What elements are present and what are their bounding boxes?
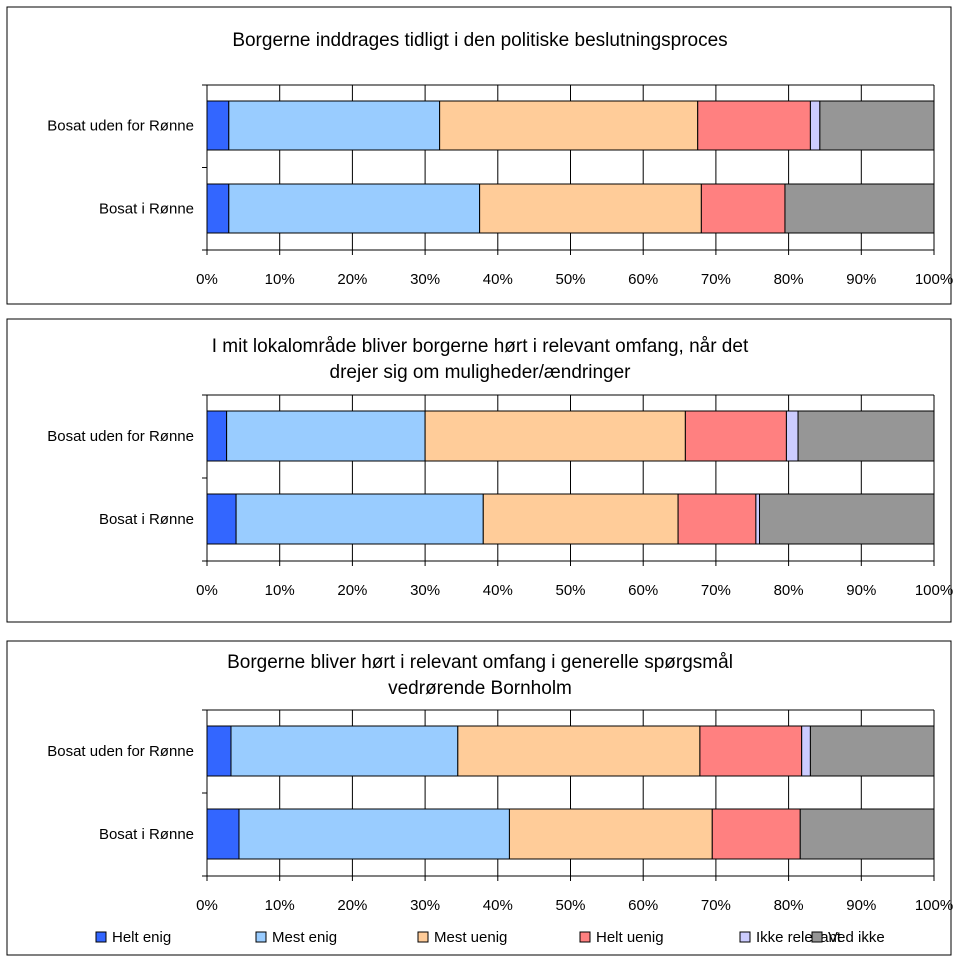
bar-segment (755, 493, 761, 545)
bar-segment (235, 493, 484, 545)
legend-label: Helt enig (112, 929, 171, 946)
x-tick-label: 70% (701, 582, 731, 599)
bar-segment (785, 410, 799, 462)
x-tick-label: 20% (337, 271, 367, 288)
x-tick-label: 10% (265, 582, 295, 599)
x-tick-label: 80% (774, 897, 804, 914)
bar-segment (784, 183, 935, 234)
bar-segment (809, 725, 935, 777)
x-tick-label: 100% (915, 271, 953, 288)
bar-segment (759, 493, 935, 545)
x-tick-label: 80% (774, 582, 804, 599)
x-tick-label: 100% (915, 582, 953, 599)
legend-swatch (811, 931, 823, 943)
legend-label: Mest uenig (434, 929, 507, 946)
bar-segment (479, 183, 702, 234)
x-tick-label: 20% (337, 897, 367, 914)
bar-segment (228, 183, 481, 234)
category-label: Bosat i Rønne (99, 511, 194, 528)
bar-segment (206, 808, 240, 860)
x-tick-label: 90% (846, 582, 876, 599)
x-tick-label: 40% (483, 582, 513, 599)
bar-segment (482, 493, 679, 545)
chart-panel-frame (6, 640, 952, 956)
legend-label: Ved ikke (828, 929, 885, 946)
bar-segment (697, 100, 811, 151)
bar-segment (809, 100, 821, 151)
x-tick-label: 90% (846, 271, 876, 288)
bar-segment (711, 808, 801, 860)
x-tick-label: 0% (196, 582, 218, 599)
x-tick-label: 50% (555, 271, 585, 288)
category-label: Bosat i Rønne (99, 201, 194, 218)
bar-segment (206, 100, 230, 151)
x-tick-label: 30% (410, 271, 440, 288)
x-tick-label: 100% (915, 897, 953, 914)
x-tick-label: 20% (337, 582, 367, 599)
bar-segment (801, 725, 811, 777)
bar-segment (797, 410, 935, 462)
legend-swatch (417, 931, 429, 943)
x-tick-label: 90% (846, 897, 876, 914)
x-tick-label: 60% (628, 897, 658, 914)
bar-segment (439, 100, 699, 151)
x-tick-label: 0% (196, 271, 218, 288)
bar-segment (206, 725, 232, 777)
x-tick-label: 40% (483, 897, 513, 914)
bar-segment (230, 725, 459, 777)
x-tick-label: 80% (774, 271, 804, 288)
x-tick-label: 30% (410, 582, 440, 599)
legend-swatch (95, 931, 107, 943)
chart-panel-frame (6, 318, 952, 623)
category-label: Bosat uden for Rønne (47, 743, 194, 760)
legend-swatch (255, 931, 267, 943)
bar-segment (677, 493, 757, 545)
x-tick-label: 10% (265, 271, 295, 288)
bar-segment (700, 183, 786, 234)
chart-title-line: Borgerne inddrages tidligt i den politis… (232, 30, 727, 51)
category-label: Bosat uden for Rønne (47, 428, 194, 445)
x-tick-label: 70% (701, 271, 731, 288)
bar-segment (819, 100, 935, 151)
chart-title-line: I mit lokalområde bliver borgerne hørt i… (212, 336, 749, 357)
chart-panel-frame (6, 6, 952, 305)
x-tick-label: 70% (701, 897, 731, 914)
chart-title-line: drejer sig om muligheder/ændringer (330, 362, 632, 383)
legend-swatch (739, 931, 751, 943)
chart-title-line: Borgerne bliver hørt i relevant omfang i… (227, 652, 733, 673)
bar-segment (684, 410, 787, 462)
category-label: Bosat uden for Rønne (47, 118, 194, 135)
x-tick-label: 0% (196, 897, 218, 914)
chart-title-line: vedrørende Bornholm (388, 678, 572, 699)
x-tick-label: 60% (628, 271, 658, 288)
category-label: Bosat i Rønne (99, 826, 194, 843)
bar-segment (508, 808, 713, 860)
bar-segment (238, 808, 510, 860)
x-tick-label: 40% (483, 271, 513, 288)
bar-segment (228, 100, 441, 151)
legend-swatch (579, 931, 591, 943)
bar-segment (206, 493, 237, 545)
bar-segment (699, 725, 803, 777)
x-tick-label: 30% (410, 897, 440, 914)
bar-segment (457, 725, 701, 777)
bar-segment (424, 410, 686, 462)
x-tick-label: 50% (555, 897, 585, 914)
bar-segment (226, 410, 426, 462)
legend-label: Helt uenig (596, 929, 664, 946)
x-tick-label: 50% (555, 582, 585, 599)
bar-segment (206, 183, 230, 234)
bar-segment (206, 410, 228, 462)
legend-label: Mest enig (272, 929, 337, 946)
x-tick-label: 10% (265, 897, 295, 914)
bar-segment (799, 808, 935, 860)
x-tick-label: 60% (628, 582, 658, 599)
